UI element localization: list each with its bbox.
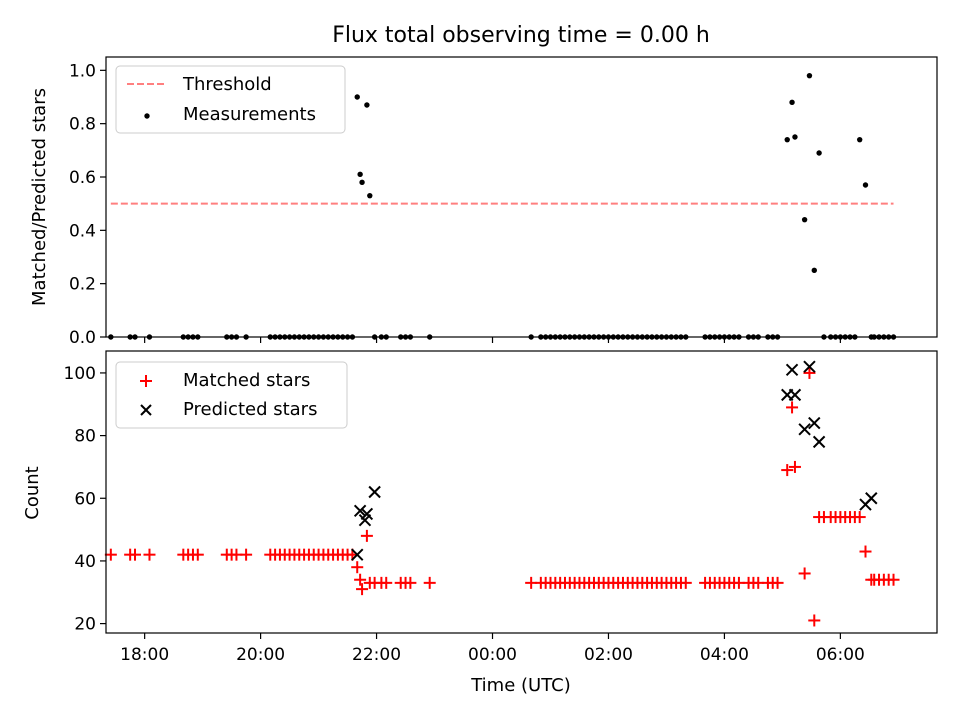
measurement-point [354, 94, 360, 100]
top-y-tick-label: 1.0 [69, 61, 96, 81]
predicted-star-point [798, 423, 811, 436]
matched-star-point [788, 460, 801, 473]
measurement-point [806, 72, 813, 79]
predicted-star-point [803, 360, 816, 373]
predicted-star-point [812, 435, 826, 449]
matched-star-point [240, 548, 253, 561]
measurement-point [789, 99, 795, 106]
measurement-point [359, 179, 365, 186]
legend-threshold-label: Threshold [182, 74, 272, 95]
measurement-point [811, 267, 817, 274]
matched-star-point [143, 548, 156, 561]
matched-star-point [771, 576, 784, 589]
legend-predicted-label: Predicted stars [183, 399, 317, 420]
predicted-star-point [368, 485, 381, 499]
matched-star-point [360, 529, 373, 542]
bottom-legend: Matched stars Predicted stars [115, 361, 348, 429]
matched-star-point [423, 576, 436, 589]
measurement-point [816, 150, 822, 156]
bottom-y-tick-label: 20 [74, 615, 96, 635]
measurement-point [801, 216, 808, 223]
measurement-point [792, 134, 798, 140]
measurement-point [862, 182, 869, 188]
top-y-axis: 0.0 0.2 0.4 0.6 0.8 1.0 [69, 61, 106, 348]
matched-star-point [354, 573, 367, 586]
legend-measurements-label: Measurements [183, 104, 316, 125]
top-axes-frame [105, 56, 938, 338]
measurement-point [367, 192, 373, 199]
top-x-axis [144, 337, 841, 343]
matched-star-point [781, 464, 794, 477]
top-y-tick-label: 0.4 [69, 221, 96, 241]
matched-star-point [853, 511, 866, 524]
legend-measurements-handle [144, 113, 150, 119]
bottom-y-tick-label: 80 [74, 427, 96, 447]
matched-star-point [191, 548, 204, 561]
top-y-tick-label: 0.6 [69, 168, 96, 188]
x-tick-label: 20:00 [236, 645, 285, 665]
matched-star-point [808, 614, 821, 627]
legend-matched-handle [140, 375, 152, 387]
predicted-star-point [353, 504, 367, 518]
chart-title: Flux total observing time = 0.00 h [332, 23, 710, 48]
top-y-tick-label: 0.0 [69, 328, 96, 348]
x-tick-label: 00:00 [468, 645, 517, 665]
measurement-point [364, 102, 370, 108]
predicted-star-point [865, 492, 878, 505]
bottom-y-axis-label: Count [22, 466, 43, 519]
matched-star-point [679, 576, 692, 589]
matched-star-point [404, 576, 417, 589]
predicted-star-point [788, 388, 802, 402]
bottom-y-tick-label: 60 [74, 489, 96, 509]
matched-star-point [128, 548, 141, 561]
matched-star-point [798, 567, 811, 580]
top-y-tick-label: 0.2 [69, 275, 96, 295]
x-tick-label: 22:00 [352, 645, 401, 665]
bottom-x-axis: 18:00 20:00 22:00 00:00 02:00 04:00 06:00 [120, 633, 865, 665]
measurement-point [784, 136, 790, 143]
matched-star-point [104, 548, 117, 561]
bottom-data-layer [104, 360, 900, 627]
predicted-star-point [808, 416, 821, 430]
matched-star-point [356, 583, 369, 596]
top-axes: 0.0 0.2 0.4 0.6 0.8 1.0 Matched/Predicted sta… [29, 56, 938, 348]
x-tick-label: 06:00 [816, 645, 865, 665]
matched-star-point [380, 576, 393, 589]
bottom-axes: 20 40 60 80 100 18:00 20:00 22:00 00:00 02:00 04:… [22, 350, 938, 696]
predicted-star-point [360, 507, 374, 521]
matched-star-point [351, 561, 364, 574]
bottom-y-tick-label: 40 [74, 552, 96, 572]
bottom-y-axis: 20 40 60 80 100 [64, 364, 106, 635]
bottom-axes-frame [105, 350, 938, 634]
top-y-axis-label: Matched/Predicted stars [29, 88, 50, 306]
measurement-point [357, 171, 363, 178]
top-legend: Threshold Measurements [115, 65, 346, 134]
x-axis-label: Time (UTC) [470, 675, 571, 696]
bottom-legend-box [115, 361, 348, 429]
matched-star-point [803, 366, 816, 379]
legend-predicted-handle [140, 404, 152, 416]
top-legend-box [115, 65, 346, 134]
matched-star-point [887, 573, 900, 586]
x-tick-label: 02:00 [584, 645, 633, 665]
predicted-star-point [785, 363, 799, 377]
x-tick-label: 18:00 [120, 645, 169, 665]
top-y-tick-label: 0.8 [69, 115, 96, 135]
matched-star-point [859, 545, 872, 558]
matched-star-point [786, 401, 799, 414]
x-tick-label: 04:00 [700, 645, 749, 665]
bottom-y-tick-label: 100 [64, 364, 96, 384]
predicted-star-point [351, 548, 364, 561]
measurement-point [856, 136, 863, 143]
legend-matched-label: Matched stars [183, 370, 310, 391]
